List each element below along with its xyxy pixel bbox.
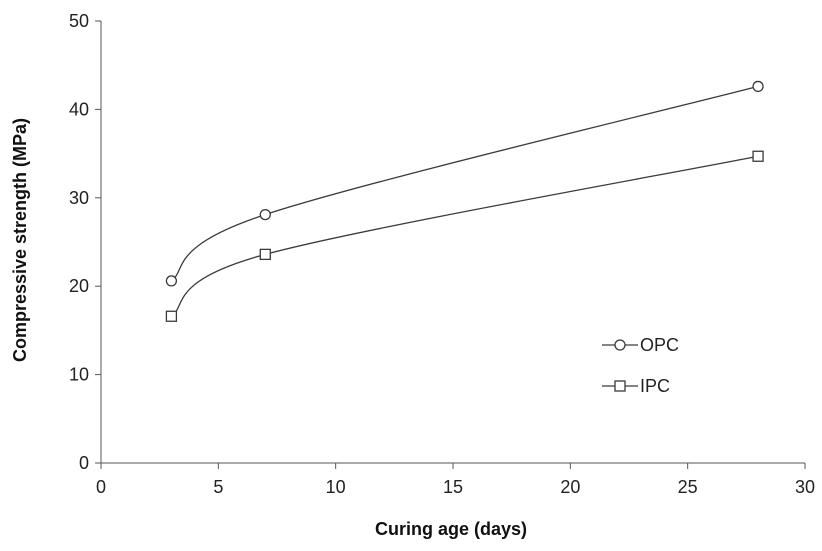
- series-opc: [165, 80, 764, 287]
- x-axis-title: Curing age (days): [375, 519, 527, 539]
- series-opc-point: [165, 275, 178, 287]
- y-tick-label: 30: [69, 188, 89, 208]
- axes: 0 10 20 30 40 50 0 5 10 15 20 25 30: [69, 11, 815, 497]
- y-tick-label: 20: [69, 276, 89, 296]
- series-layer: [165, 80, 764, 322]
- series-opc-point: [752, 80, 764, 93]
- series-ipc-line: [171, 155, 759, 317]
- y-tick-label: 40: [69, 99, 89, 119]
- y-tick-label: 0: [79, 453, 89, 473]
- x-tick-label: 15: [443, 477, 463, 497]
- x-tick-label: 30: [795, 477, 815, 497]
- series-ipc-point: [165, 310, 178, 322]
- x-tick-label: 20: [560, 477, 580, 497]
- series-ipc-point: [259, 248, 271, 261]
- y-tick-label: 10: [69, 365, 89, 385]
- legend-item-ipc: IPC: [602, 376, 670, 396]
- series-opc-point: [259, 208, 271, 221]
- x-tick-label: 0: [96, 477, 106, 497]
- y-tick-label: 50: [69, 11, 89, 31]
- y-axis-title: Compressive strength (MPa): [10, 118, 30, 362]
- legend: OPC IPC: [602, 335, 679, 396]
- x-tick-label: 25: [678, 477, 698, 497]
- x-tick-label: 10: [326, 477, 346, 497]
- series-ipc: [165, 150, 764, 322]
- legend-item-opc: OPC: [602, 335, 679, 355]
- series-opc-line: [171, 85, 759, 282]
- legend-label: OPC: [640, 335, 679, 355]
- x-tick-label: 5: [213, 477, 223, 497]
- legend-label: IPC: [640, 376, 670, 396]
- legend-marker: [614, 339, 626, 351]
- legend-marker: [614, 380, 626, 392]
- series-ipc-point: [752, 150, 764, 162]
